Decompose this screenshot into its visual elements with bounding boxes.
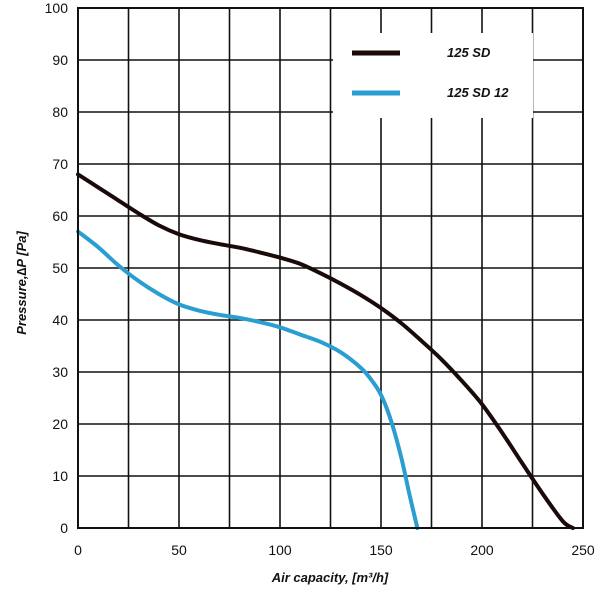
y-tick-label: 100 (45, 0, 69, 16)
legend-box (333, 33, 533, 118)
series-line-125-sd-12 (76, 229, 420, 530)
y-tick-label: 50 (52, 260, 68, 276)
y-axis-ticks: 0 10 20 30 40 50 60 70 80 90 100 (45, 0, 69, 536)
x-axis-label: Air capacity, [m³/h] (271, 570, 389, 585)
legend-label-125-sd-12: 125 SD 12 (447, 85, 509, 100)
x-tick-label: 100 (268, 542, 292, 558)
y-tick-label: 40 (52, 312, 68, 328)
x-tick-label: 50 (171, 542, 187, 558)
x-axis-ticks: 0 50 100 150 200 250 (74, 542, 595, 558)
y-tick-label: 0 (60, 520, 68, 536)
plot-frame (77, 7, 584, 529)
x-tick-label: 150 (369, 542, 393, 558)
y-tick-label: 70 (52, 156, 68, 172)
y-tick-label: 10 (52, 468, 68, 484)
y-tick-label: 20 (52, 416, 68, 432)
y-axis-label: Pressure,∆P [Pa] (14, 231, 29, 335)
series-line-125-sd (76, 172, 575, 530)
x-tick-label: 200 (470, 542, 494, 558)
legend: 125 SD 125 SD 12 (333, 33, 533, 118)
series-layer (76, 172, 575, 530)
y-tick-label: 30 (52, 364, 68, 380)
x-tick-label: 0 (74, 542, 82, 558)
x-tick-label: 250 (571, 542, 595, 558)
y-tick-label: 60 (52, 208, 68, 224)
y-tick-label: 90 (52, 52, 68, 68)
legend-label-125-sd: 125 SD (447, 45, 491, 60)
y-tick-label: 80 (52, 104, 68, 120)
